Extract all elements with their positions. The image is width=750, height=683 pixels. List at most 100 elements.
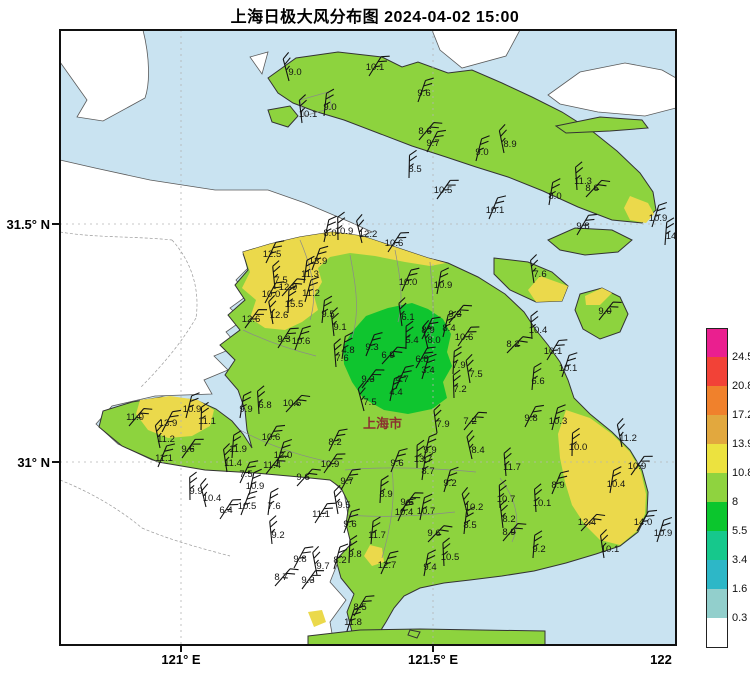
wind-barb-icon: [340, 468, 361, 491]
wind-barb-icon: [415, 346, 436, 369]
legend-cell: [706, 560, 728, 589]
wind-barb-icon: [548, 178, 561, 206]
wind-barb-icon: [161, 409, 181, 433]
wind-speed-value: 9.7: [340, 476, 353, 487]
legend-cell: [706, 415, 728, 444]
wind-station: 4.8: [341, 331, 355, 360]
wind-station: 8.6: [418, 122, 443, 141]
wind-station: 9.0: [475, 135, 490, 162]
wind-station: 9.3: [301, 570, 325, 590]
wind-station: 7.9: [433, 404, 450, 434]
graticule: [60, 30, 676, 645]
land-jiangsu-north: [59, 29, 149, 122]
wind-station: 10.9: [654, 516, 672, 543]
lon-label-121-5: 121.5° E: [408, 652, 458, 667]
wind-barb-icon: [529, 254, 539, 284]
wind-speed-value: 10.6: [292, 336, 311, 347]
wind-station: 10.5: [434, 179, 459, 200]
wind-barb-icon: [457, 326, 480, 347]
wind-speed-value: 10.5: [441, 552, 460, 563]
land-islet-small: [249, 51, 269, 75]
wind-speed-value: 10.9: [246, 481, 265, 492]
wind-barb-icon: [400, 492, 424, 512]
wind-barb-icon: [416, 439, 425, 469]
legend-level-label: 24.5: [732, 351, 750, 363]
wind-barb-icon: [330, 307, 339, 337]
wind-station: 11.3: [574, 161, 592, 191]
wind-barb-icon: [390, 448, 408, 473]
wind-station: 11.2: [616, 417, 637, 448]
wind-speed-value: 7.6: [533, 269, 546, 280]
wind-speed-value: 9.0: [323, 102, 336, 113]
station-layer: 9.0 10.19.69.010.18.69.79.08.58.910.510.1…: [126, 51, 676, 632]
wind-station: 12.6: [242, 309, 268, 329]
yellow-hengsha: [585, 288, 612, 305]
wind-station: 10.4: [395, 497, 416, 522]
map-frame: [59, 29, 677, 646]
wind-speed-value: 9.0: [288, 67, 301, 78]
wind-station: 9.0: [598, 301, 622, 321]
wind-speed-value: 8.0: [427, 335, 440, 346]
wind-barb-icon: [282, 51, 291, 82]
wind-station: 7.9: [452, 346, 466, 375]
wind-barb-icon: [321, 295, 333, 324]
wind-station: 8.2: [328, 428, 348, 452]
wind-station: 12.9: [279, 278, 306, 297]
wind-station: 12.6: [268, 295, 288, 325]
wind-barb-icon: [272, 260, 281, 290]
wind-station: 8.2: [499, 499, 516, 529]
wind-speed-value: 10.1: [544, 346, 563, 357]
wind-station: 4.7: [395, 364, 414, 389]
wind-station: 8.0: [548, 178, 562, 206]
wind-speed-value: 8.9: [502, 527, 515, 538]
wind-barb-icon: [423, 549, 437, 577]
wind-barb-icon: [200, 401, 210, 431]
wind-barb-icon: [301, 570, 325, 590]
wind-barb-icon: [269, 515, 278, 545]
north-sliver-islet: [554, 116, 649, 134]
wind-barb-icon: [219, 499, 242, 520]
wind-barb-icon: [239, 460, 259, 484]
wind-speed-value: 9.1: [333, 322, 346, 333]
wind-speed-value: 7.6: [267, 501, 280, 512]
wind-barb-icon: [630, 455, 653, 476]
wind-station: 8.6: [585, 179, 611, 198]
wind-speed-value: 10.9: [335, 226, 354, 237]
wind-barb-icon: [421, 452, 434, 481]
wind-station: 9.6: [181, 438, 204, 459]
wind-barb-icon: [436, 267, 450, 295]
wind-speed-value: 11.4: [224, 458, 242, 469]
wind-speed-value: 10.6: [283, 398, 302, 409]
wind-station: 11.3: [301, 255, 319, 284]
wind-barb-icon: [248, 468, 262, 496]
wind-station: 9.5: [321, 295, 335, 324]
wind-station: 9.3: [365, 332, 383, 357]
wind-speed-value: 7.5: [274, 275, 287, 286]
wind-speed-value: 10.9: [434, 280, 453, 291]
wind-barb-icon: [276, 438, 293, 465]
wind-speed-value: 9.7: [316, 561, 329, 572]
wind-barb-icon: [465, 354, 474, 384]
wind-barb-icon: [576, 213, 598, 236]
wind-barb-icon: [551, 470, 570, 495]
wind-barb-icon: [561, 352, 578, 378]
wind-speed-value: 9.0: [598, 306, 611, 317]
wind-barb-icon: [585, 179, 611, 198]
wind-station: 8.4: [466, 429, 485, 460]
wind-station: 9.9: [189, 471, 203, 501]
wind-station: 12.7: [378, 550, 399, 575]
wind-station: 9.6: [296, 468, 321, 487]
wind-speed-value: 9.8: [293, 554, 306, 565]
wind-speed-value: 9.6: [417, 88, 430, 99]
wind-speed-value: 8.5: [463, 520, 476, 531]
wind-station: 6.9: [381, 346, 406, 365]
wind-station: 9.0: [282, 51, 302, 82]
wind-station: 11.9: [229, 430, 247, 459]
wind-speed-value: 10.9: [183, 404, 202, 415]
wind-barb-icon: [609, 466, 622, 494]
wind-barb-icon: [333, 485, 342, 515]
wind-barb-icon: [323, 88, 335, 117]
legend-cell: [706, 589, 728, 618]
legend-level-label: 20.8: [732, 380, 750, 392]
wind-speed-value: 8.9: [551, 480, 564, 491]
